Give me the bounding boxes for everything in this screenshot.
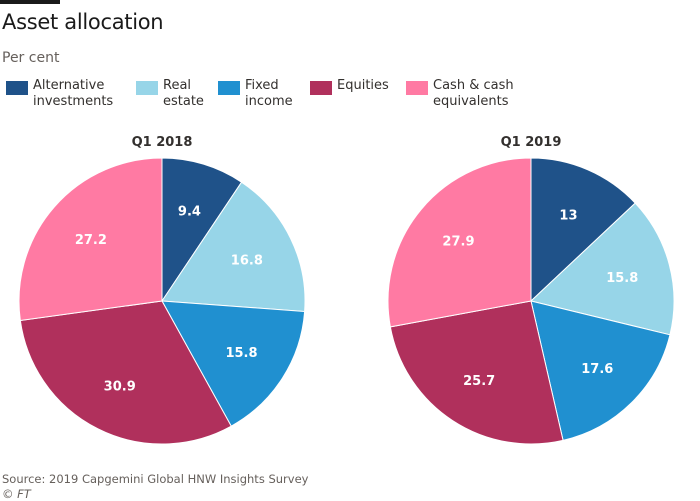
pie-slice-alternative-investments — [161, 157, 243, 303]
pie-slice-real-estate — [161, 181, 306, 313]
credit: © FT — [2, 487, 31, 501]
slice-label-equities: 25.7 — [463, 374, 495, 389]
slice-label-cash: 27.9 — [442, 235, 474, 250]
slice-label-alternative-investments: 13 — [559, 208, 577, 223]
legend-swatch — [310, 81, 332, 95]
slice-label-real-estate: 15.8 — [606, 271, 638, 286]
source-note: Source: 2019 Capgemini Global HNW Insigh… — [2, 472, 309, 486]
pie-slice-cash — [18, 157, 163, 322]
slice-label-cash: 27.2 — [75, 233, 107, 248]
legend-swatch — [136, 81, 158, 95]
pie-slice-fixed-income — [161, 300, 306, 427]
legend-swatch — [6, 81, 28, 95]
top-rule — [0, 0, 60, 4]
slice-label-fixed-income: 17.6 — [581, 362, 613, 377]
legend-label: Fixed income — [245, 78, 293, 109]
pie-slice-equities — [19, 300, 232, 445]
legend-label: Equities — [337, 78, 389, 93]
legend-swatch — [218, 81, 240, 95]
slice-label-alternative-investments: 9.4 — [178, 205, 201, 220]
slice-label-equities: 30.9 — [104, 379, 136, 394]
pie-title: Q1 2018 — [132, 135, 193, 150]
pie-slice-real-estate — [529, 202, 675, 336]
pie-q1-2019: Q1 2019 13 15.8 17.6 25.7 27.9 — [387, 135, 675, 445]
pie-slice-cash — [387, 157, 532, 328]
legend-swatch — [406, 81, 428, 95]
slice-label-real-estate: 16.8 — [231, 254, 263, 269]
legend-label: Cash & cash equivalents — [433, 78, 514, 109]
chart-subtitle: Per cent — [2, 50, 60, 66]
slice-label-fixed-income: 15.8 — [225, 346, 257, 361]
chart-title: Asset allocation — [2, 10, 164, 34]
pie-charts: Q1 2018 9.4 16.8 15.8 30.9 27.2 Q1 2019 13 15.8 1… — [18, 135, 675, 445]
legend-label: Real estate — [163, 78, 204, 109]
pie-slice-alternative-investments — [530, 157, 636, 303]
legend-label: Alternative investments — [33, 78, 114, 109]
pie-title: Q1 2019 — [501, 135, 562, 150]
pie-slice-fixed-income — [530, 300, 671, 441]
pie-q1-2018: Q1 2018 9.4 16.8 15.8 30.9 27.2 — [18, 135, 306, 445]
pie-slice-equities — [389, 300, 564, 445]
